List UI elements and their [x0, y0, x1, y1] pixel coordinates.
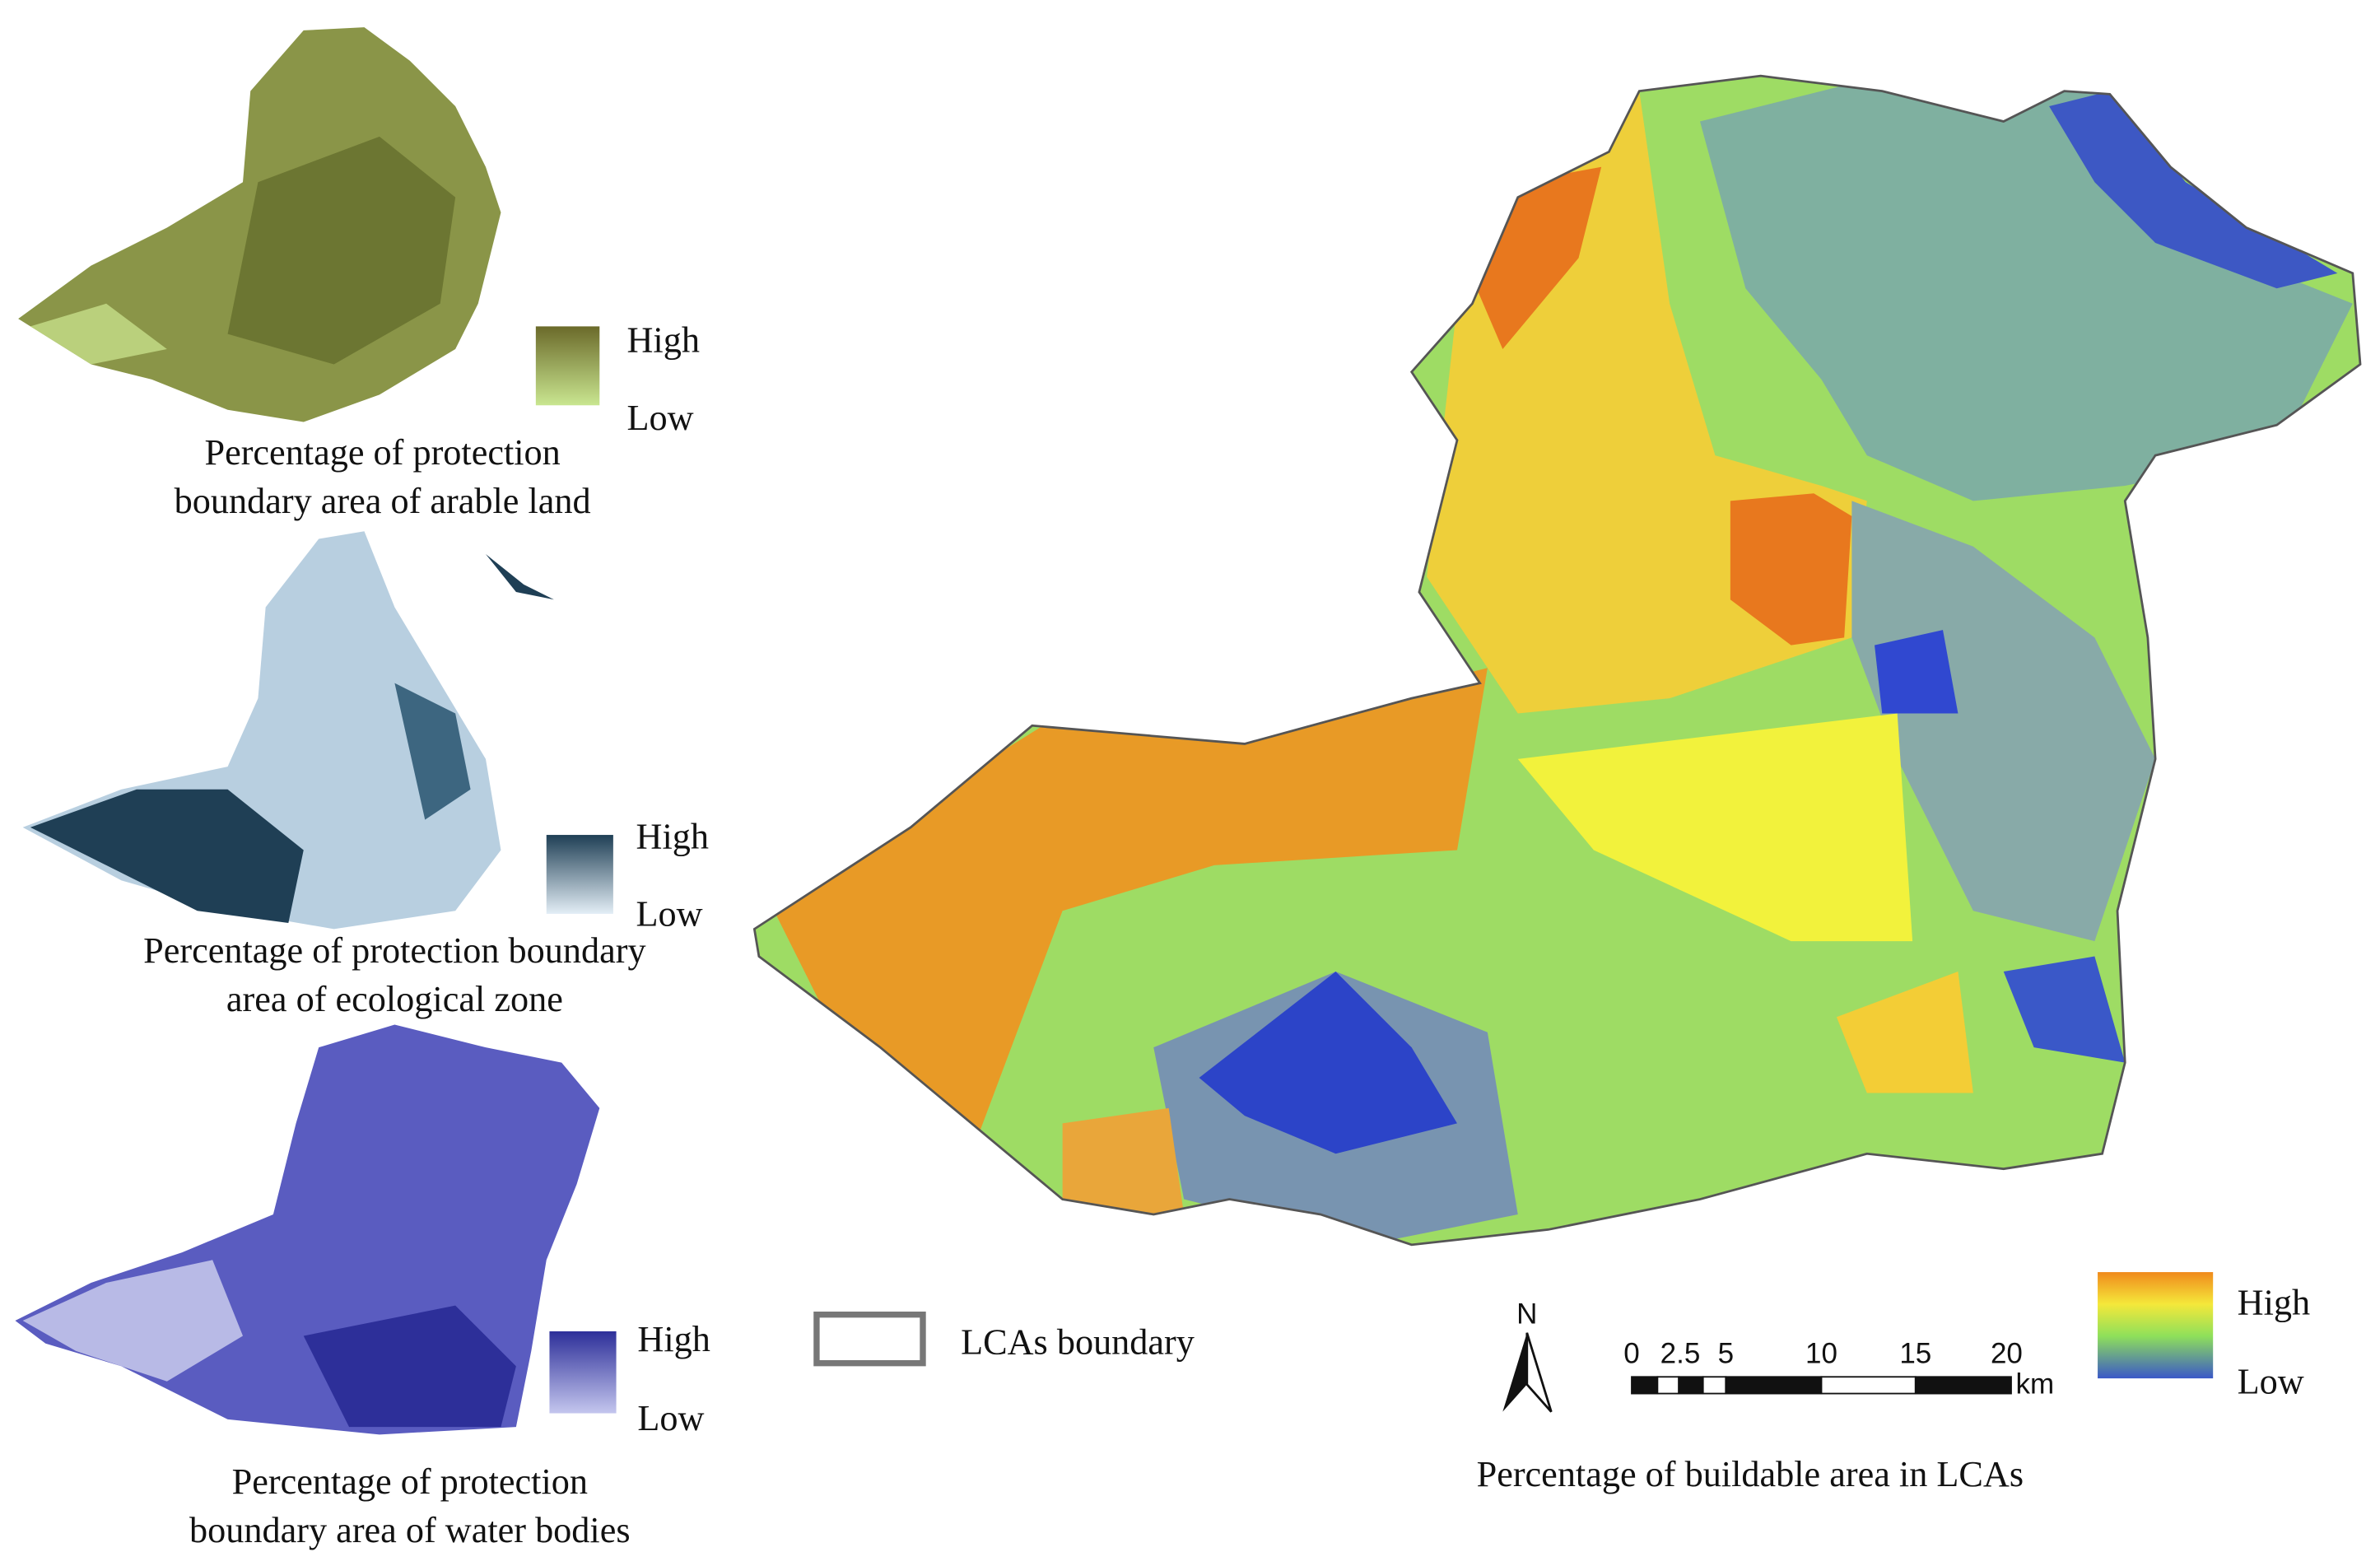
- main-legend-gradient: [2098, 1272, 2214, 1379]
- ecology-map-patch: [486, 553, 554, 600]
- scale-tick: 20: [1991, 1338, 2023, 1370]
- legend-high: High: [626, 320, 699, 361]
- water-map-patch: [303, 1305, 516, 1428]
- map-region: [1851, 501, 2156, 942]
- map-caption: boundary area of water bodies: [189, 1510, 630, 1550]
- scale-seg: [1725, 1376, 1823, 1395]
- scale-seg: [1678, 1376, 1704, 1395]
- map-region: [1517, 713, 1913, 942]
- legend-low: Low: [636, 894, 703, 934]
- ecology-map-patch: [394, 683, 471, 820]
- legend-low: Low: [626, 398, 693, 438]
- boundary-swatch: [813, 1311, 926, 1367]
- ecology-map-patch: [30, 789, 304, 923]
- map-caption: Percentage of protection: [204, 432, 560, 473]
- main-map: [754, 76, 2361, 1245]
- legend-gradient: [549, 1331, 617, 1414]
- scale-seg: [1631, 1376, 1659, 1395]
- legend-high: High: [637, 1319, 710, 1359]
- map-region: [2003, 956, 2126, 1063]
- map-region: [1730, 493, 1852, 646]
- map-region: [1699, 76, 2353, 501]
- boundary-label: LCAs boundary: [961, 1322, 1195, 1363]
- map-region: [1836, 971, 1973, 1093]
- scale-bar: [1631, 1376, 2012, 1395]
- map-region: [1199, 971, 1457, 1154]
- north-arrow: [1525, 1332, 1553, 1413]
- scale-tick: 5: [1718, 1338, 1734, 1370]
- water-map-patch: [22, 1260, 244, 1382]
- scale-unit: km: [2015, 1368, 2054, 1401]
- map-region: [2049, 91, 2338, 289]
- map-region: [1062, 1107, 1185, 1214]
- scale-seg: [1820, 1376, 1917, 1395]
- arable-map-patch: [227, 136, 456, 365]
- north-arrow: [1502, 1332, 1527, 1412]
- legend-low: Low: [637, 1398, 704, 1438]
- north-label: N: [1516, 1298, 1537, 1331]
- map-caption: boundary area of arable land: [175, 481, 591, 521]
- legend-gradient: [546, 835, 613, 914]
- main-map-outline: [752, 74, 2362, 1247]
- map-caption: area of ecological zone: [226, 979, 563, 1019]
- map-caption: Percentage of protection boundary: [143, 930, 645, 971]
- scale-tick: 2.5: [1660, 1338, 1701, 1370]
- map-caption: Percentage of protection: [232, 1461, 588, 1502]
- main-caption: Percentage of buildable area in LCAs: [1477, 1454, 2024, 1494]
- legend-low: Low: [2238, 1362, 2304, 1402]
- scale-tick: 15: [1899, 1338, 1931, 1370]
- scale-seg: [1656, 1376, 1680, 1395]
- scale-seg: [1914, 1376, 2012, 1395]
- map-region: [1875, 630, 1958, 714]
- legend-high: High: [2238, 1283, 2310, 1323]
- scale-tick: 0: [1623, 1338, 1639, 1370]
- scale-tick: 10: [1805, 1338, 1837, 1370]
- scale-seg: [1702, 1376, 1727, 1395]
- map-region: [754, 668, 1488, 1154]
- legend-gradient: [535, 326, 600, 406]
- legend-high: High: [636, 817, 709, 857]
- arable-map-patch: [30, 303, 167, 365]
